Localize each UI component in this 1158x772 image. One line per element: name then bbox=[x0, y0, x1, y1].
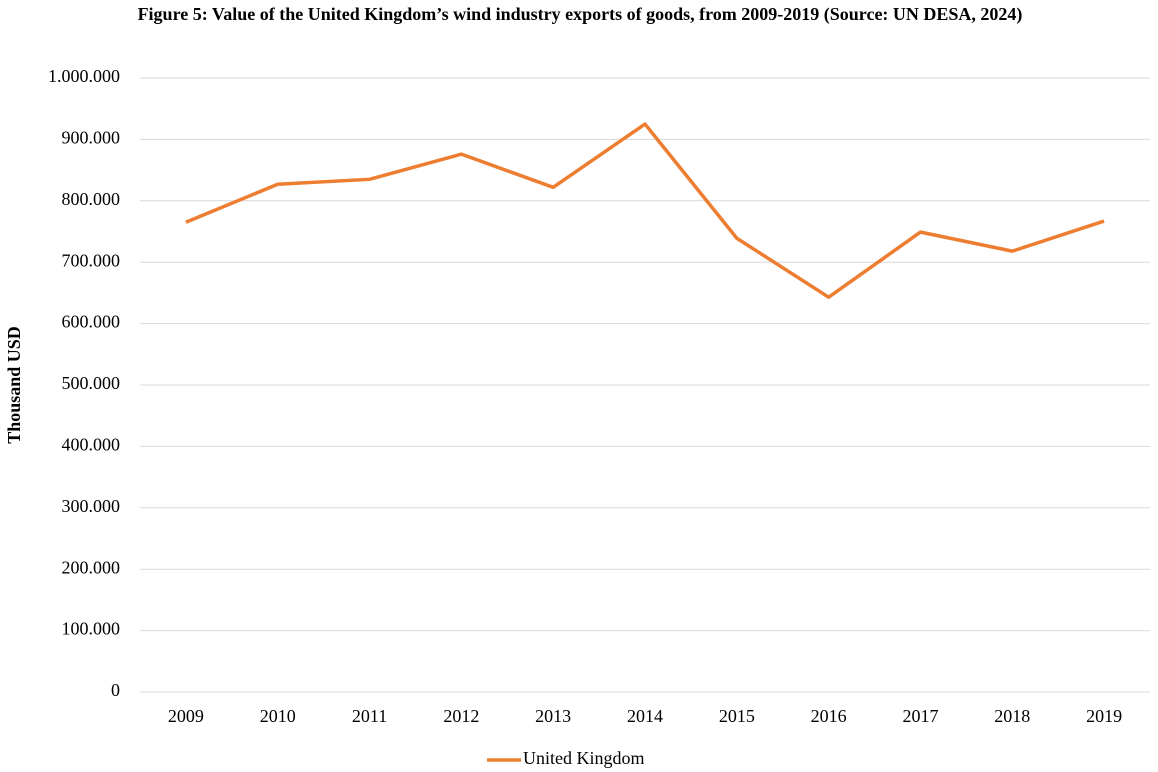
y-tick-label: 0 bbox=[111, 680, 120, 700]
line-series bbox=[185, 122, 1105, 299]
y-tick-label: 500.000 bbox=[62, 373, 121, 393]
x-tick-label: 2016 bbox=[811, 706, 847, 726]
y-tick-label: 400.000 bbox=[62, 435, 121, 455]
x-tick-label: 2019 bbox=[1086, 706, 1122, 726]
x-tick-label: 2011 bbox=[352, 706, 387, 726]
y-tick-label: 700.000 bbox=[62, 250, 121, 270]
y-tick-label: 900.000 bbox=[62, 128, 121, 148]
x-tick-label: 2018 bbox=[994, 706, 1030, 726]
x-tick-label: 2015 bbox=[719, 706, 755, 726]
y-tick-label: 200.000 bbox=[62, 557, 121, 577]
y-tick-label: 1.000.000 bbox=[48, 66, 120, 86]
y-tick-label: 800.000 bbox=[62, 189, 121, 209]
x-tick-label: 2013 bbox=[535, 706, 571, 726]
x-tick-label: 2012 bbox=[443, 706, 479, 726]
x-tick-label: 2014 bbox=[627, 706, 663, 726]
x-tick-label: 2009 bbox=[168, 706, 204, 726]
y-tick-label: 300.000 bbox=[62, 496, 121, 516]
legend-label: United Kingdom bbox=[523, 748, 645, 768]
x-tick-label: 2010 bbox=[260, 706, 296, 726]
y-tick-label: 100.000 bbox=[62, 619, 121, 639]
y-tick-label: 600.000 bbox=[62, 312, 121, 332]
y-axis-label: Thousand USD bbox=[4, 326, 24, 444]
chart-title: Figure 5: Value of the United Kingdom’s … bbox=[137, 4, 1023, 24]
x-tick-label: 2017 bbox=[902, 706, 938, 726]
